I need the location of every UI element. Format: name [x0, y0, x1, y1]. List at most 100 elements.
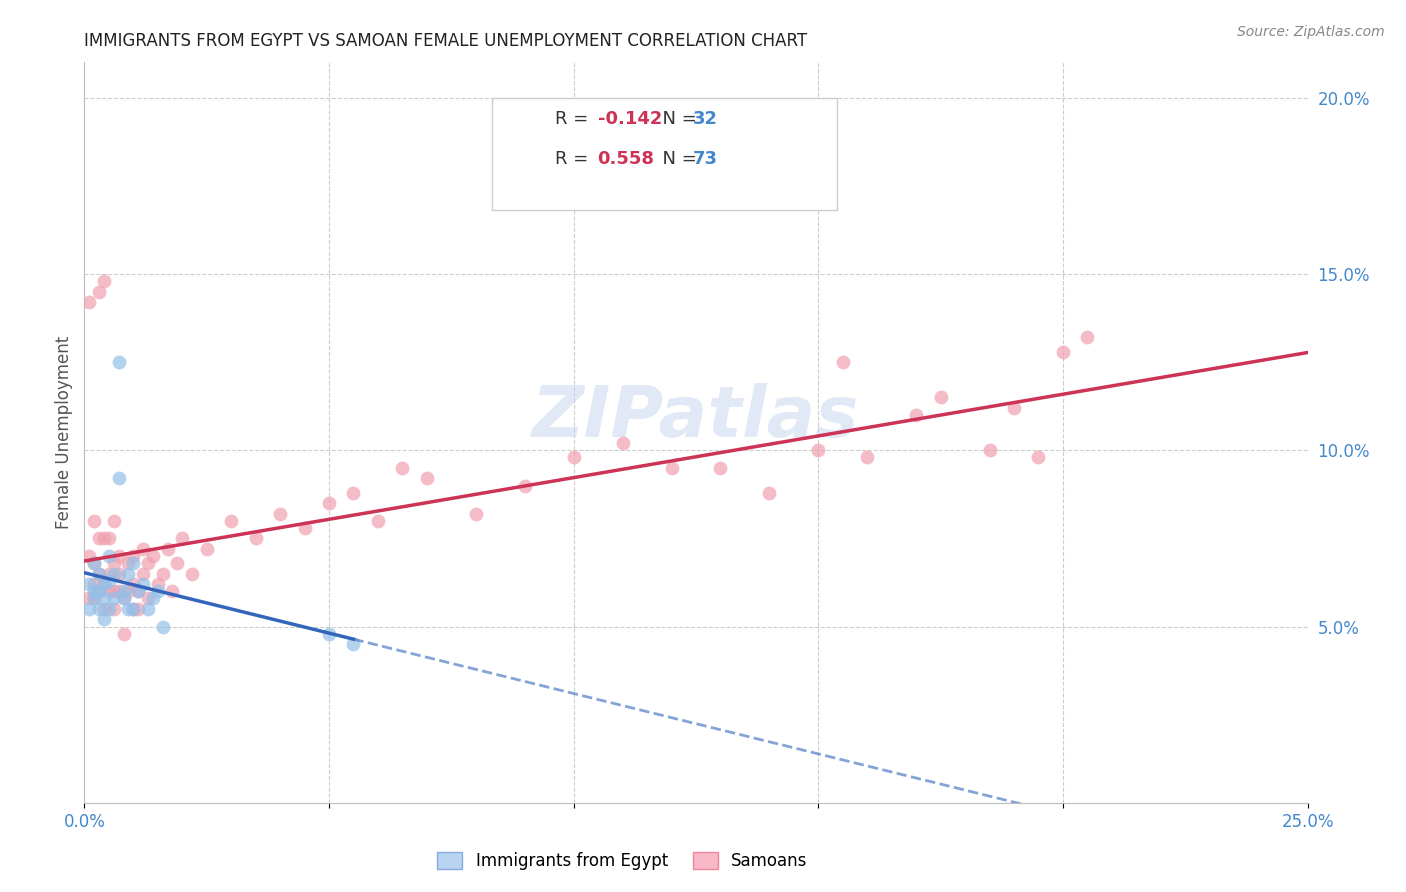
Point [103, 584, 125, 599]
Point [93, 612, 115, 626]
Point [142, 549, 165, 563]
Point [93, 577, 115, 591]
Point [83, 584, 105, 599]
Point [93, 577, 115, 591]
Point [107, 566, 129, 581]
Point [132, 541, 155, 556]
Point [979, 443, 1001, 458]
Point [807, 443, 830, 458]
Point [318, 496, 340, 510]
Point [103, 591, 125, 606]
Point [87, 532, 110, 546]
Point [562, 450, 585, 465]
Point [513, 478, 536, 492]
Point [107, 355, 129, 369]
Point [97, 602, 120, 616]
Point [107, 584, 129, 599]
Point [1028, 450, 1050, 465]
Point [97, 549, 120, 563]
Point [83, 577, 105, 591]
Point [905, 408, 928, 422]
Point [1076, 330, 1098, 344]
Point [146, 577, 169, 591]
Point [93, 274, 115, 288]
Point [122, 577, 145, 591]
Point [93, 532, 115, 546]
Point [77, 295, 100, 310]
Point [831, 355, 853, 369]
Point [132, 577, 155, 591]
Text: N =: N = [651, 110, 703, 128]
Point [181, 566, 204, 581]
Point [117, 566, 139, 581]
Point [83, 591, 105, 606]
Point [269, 507, 291, 521]
Point [93, 591, 115, 606]
Text: Source: ZipAtlas.com: Source: ZipAtlas.com [1237, 25, 1385, 39]
Point [136, 602, 159, 616]
Point [107, 471, 129, 485]
Point [83, 514, 105, 528]
Y-axis label: Female Unemployment: Female Unemployment [55, 336, 73, 529]
Point [87, 584, 110, 599]
Point [97, 532, 120, 546]
Point [146, 584, 169, 599]
Point [166, 556, 188, 570]
Point [103, 556, 125, 570]
Point [1002, 401, 1025, 415]
Point [245, 532, 267, 546]
Point [87, 602, 110, 616]
Point [112, 584, 135, 599]
Text: ZIPatlas: ZIPatlas [533, 384, 859, 452]
Point [195, 541, 218, 556]
Point [97, 574, 120, 588]
Point [709, 461, 731, 475]
Point [342, 485, 364, 500]
Point [318, 626, 340, 640]
Point [122, 602, 145, 616]
Point [77, 591, 100, 606]
Point [1052, 344, 1074, 359]
Point [107, 549, 129, 563]
Point [83, 591, 105, 606]
Point [117, 602, 139, 616]
Text: 32: 32 [693, 110, 718, 128]
Text: -0.142: -0.142 [598, 110, 662, 128]
Point [87, 285, 110, 299]
Text: 0.558: 0.558 [598, 150, 655, 169]
Point [103, 566, 125, 581]
Point [156, 541, 179, 556]
Point [122, 602, 145, 616]
Point [127, 584, 149, 599]
Point [103, 602, 125, 616]
Point [856, 450, 879, 465]
Text: 73: 73 [693, 150, 718, 169]
Point [127, 602, 149, 616]
Point [367, 514, 389, 528]
Point [219, 514, 242, 528]
Point [122, 549, 145, 563]
Text: R =: R = [555, 150, 595, 169]
Point [612, 436, 634, 450]
Legend: Immigrants from Egypt, Samoans: Immigrants from Egypt, Samoans [430, 846, 814, 877]
Point [117, 584, 139, 599]
Point [929, 390, 952, 404]
Text: R =: R = [555, 110, 595, 128]
Point [342, 637, 364, 651]
Point [77, 549, 100, 563]
Point [77, 577, 100, 591]
Point [112, 591, 135, 606]
Point [464, 507, 486, 521]
Point [127, 584, 149, 599]
Point [87, 566, 110, 581]
Point [122, 556, 145, 570]
Point [103, 514, 125, 528]
Point [132, 566, 155, 581]
Point [83, 556, 105, 570]
Point [77, 602, 100, 616]
Point [97, 584, 120, 599]
Point [172, 532, 194, 546]
Text: N =: N = [651, 150, 703, 169]
Point [112, 626, 135, 640]
Point [87, 566, 110, 581]
